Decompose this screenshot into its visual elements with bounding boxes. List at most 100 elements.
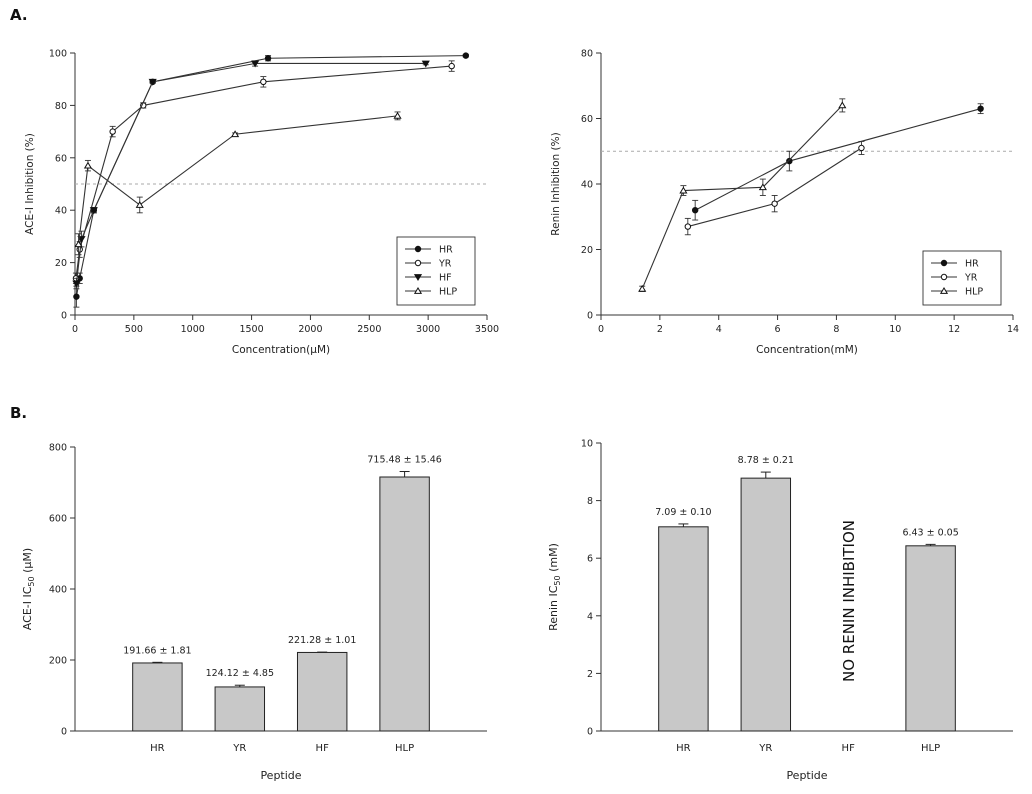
y-tick-label: 60 (581, 114, 593, 125)
series-hlp (74, 111, 402, 256)
y-tick-label: 0 (587, 311, 593, 322)
x-tick-label: 3500 (475, 324, 499, 335)
bar-yr (214, 686, 266, 732)
panel-label-b: B. (10, 404, 28, 422)
legend: HR YR HF HLP (396, 236, 476, 306)
series-yr (684, 140, 865, 236)
data-point (758, 183, 767, 191)
y-axis-label: Renin Inhibition (%) (550, 132, 562, 235)
x-tick-label: 0 (598, 324, 604, 335)
y-tick-label: 10 (581, 439, 593, 450)
data-point (462, 52, 470, 59)
series-line (75, 62, 426, 284)
data-label: 7.09 ± 0.10 (655, 507, 711, 518)
x-tick-label: 8 (833, 324, 839, 335)
y-tick-label: 80 (55, 101, 67, 112)
y-tick-label: 20 (581, 245, 593, 256)
x-tick-label: 4 (716, 324, 722, 335)
ace-bar-chart: 0 200 400 600 800 HR 191.66 ± 1.81 YR 124.12 ± 4… (21, 443, 487, 782)
no-inhibition-annotation: NO RENIN INHIBITION (840, 520, 858, 682)
category-label: HR (676, 743, 691, 754)
y-tick-label: 100 (49, 49, 67, 60)
series-hr (691, 103, 984, 221)
category-label: HR (150, 743, 165, 754)
data-point (638, 284, 647, 292)
data-point (939, 287, 949, 294)
data-point (89, 207, 98, 215)
renin-line-chart: 0 20 40 60 80 0 2 4 6 8 10 12 14 Concentration(mM) Ren… (550, 49, 1019, 357)
x-tick-label: 3000 (416, 324, 440, 335)
series-line (694, 108, 981, 211)
data-point (148, 78, 157, 86)
x-tick-label: 500 (125, 324, 143, 335)
data-point (413, 274, 423, 281)
x-tick-label: 1500 (239, 324, 263, 335)
y-tick-label: 40 (581, 180, 593, 191)
series-line (687, 147, 862, 228)
y-tick-label: 8 (587, 496, 593, 507)
panel-label-a: A. (10, 6, 28, 24)
y-tick-label: 800 (49, 443, 67, 454)
y-axis-label: ACE-I Inhibition (%) (24, 133, 36, 235)
series-hlp (638, 98, 847, 292)
x-tick-label: 14 (1007, 324, 1019, 335)
bar-yr (740, 477, 792, 732)
data-label: 124.12 ± 4.85 (206, 668, 274, 679)
legend-box (396, 236, 476, 306)
data-label: 221.28 ± 1.01 (288, 635, 356, 646)
y-tick-label: 80 (581, 49, 593, 60)
data-point (393, 111, 402, 119)
bar-hr (658, 526, 709, 732)
x-tick-label: 1000 (181, 324, 205, 335)
bar-hlp (379, 476, 430, 732)
category-label: HLP (921, 743, 940, 754)
data-point (414, 259, 422, 267)
y-tick-label: 40 (55, 206, 67, 217)
x-tick-label: 10 (889, 324, 901, 335)
y-tick-label: 0 (587, 727, 593, 738)
category-label: HF (842, 743, 856, 754)
x-tick-label: 2 (657, 324, 663, 335)
data-point (251, 60, 260, 68)
data-point (679, 186, 688, 194)
legend-label: YR (438, 259, 452, 270)
x-axis-label: Concentration(μM) (232, 344, 330, 356)
data-label: 191.66 ± 1.81 (123, 645, 191, 656)
data-point (77, 236, 86, 244)
y-tick-label: 20 (55, 258, 67, 269)
x-tick-label: 12 (948, 324, 960, 335)
y-tick-label: 4 (587, 611, 593, 622)
data-point (73, 293, 80, 300)
data-point (231, 130, 240, 138)
data-point (414, 245, 422, 253)
data-label: 6.43 ± 0.05 (902, 527, 958, 538)
series-hf (72, 60, 430, 290)
data-point (72, 280, 81, 288)
y-tick-label: 2 (587, 669, 593, 680)
series-line (641, 105, 843, 290)
data-point (448, 62, 455, 70)
data-point (977, 105, 984, 112)
data-label: 715.48 ± 15.46 (367, 455, 441, 466)
y-tick-label: 200 (49, 656, 67, 667)
bar-hr (132, 662, 183, 732)
category-label: YR (758, 743, 772, 754)
data-point (135, 200, 144, 208)
y-tick-label: 400 (49, 585, 67, 596)
y-tick-label: 0 (61, 727, 67, 738)
legend-box (922, 250, 1002, 306)
data-point (421, 60, 430, 68)
data-point (691, 207, 699, 214)
legend-label: HF (439, 273, 452, 284)
y-tick-label: 0 (61, 311, 67, 322)
data-point (74, 240, 83, 248)
legend: HR YR HLP (922, 250, 1002, 306)
data-label: 8.78 ± 0.21 (738, 455, 794, 466)
data-point (684, 223, 692, 230)
legend-label: HLP (965, 287, 983, 298)
category-label: HF (316, 743, 330, 754)
legend-label: HR (439, 245, 453, 256)
data-point (771, 200, 778, 207)
x-tick-label: 2000 (298, 324, 322, 335)
